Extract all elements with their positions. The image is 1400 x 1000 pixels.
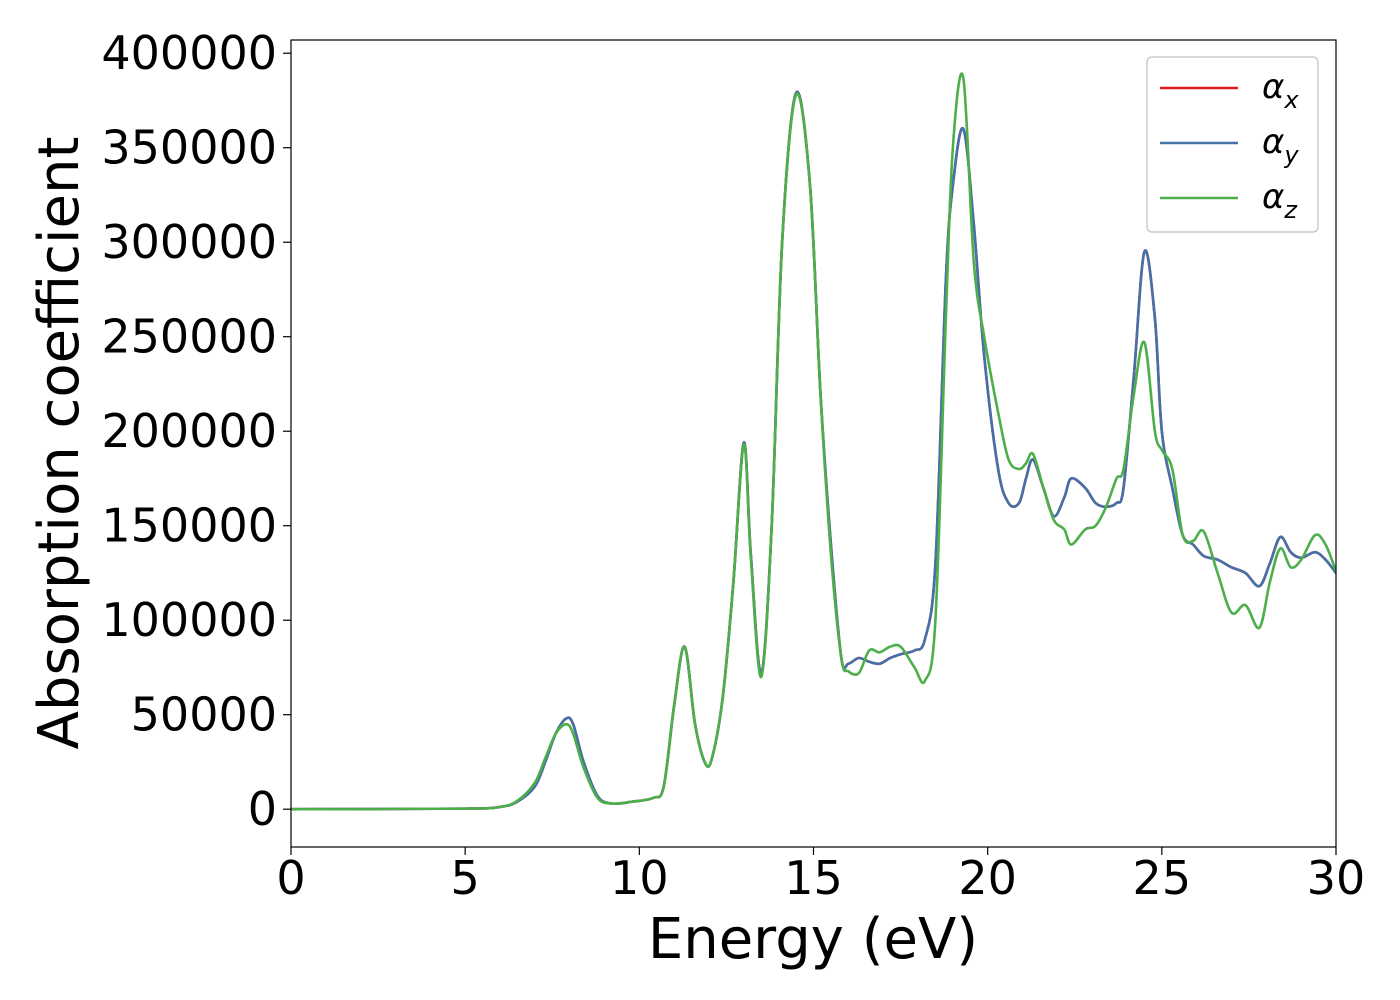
x-axis-ticks: 0 5 10 15 20 25 30	[276, 847, 1365, 905]
x-tick-label: 0	[276, 851, 305, 905]
y-tick-label: 50000	[131, 688, 277, 742]
x-tick-label: 30	[1307, 851, 1366, 905]
y-tick-label: 250000	[101, 310, 277, 364]
x-axis-title: Energy (eV)	[648, 907, 978, 972]
x-tick-label: 20	[958, 851, 1017, 905]
x-tick-label: 5	[451, 851, 480, 905]
y-tick-label: 0	[248, 782, 277, 836]
x-tick-label: 25	[1133, 851, 1192, 905]
y-tick-label: 350000	[101, 121, 277, 175]
series-layer	[291, 72, 1336, 811]
legend-box	[1146, 56, 1319, 233]
x-tick-label: 15	[784, 851, 843, 905]
y-axis-ticks: 0 50000 100000 150000 200000 250000 300000 3500…	[101, 26, 291, 836]
y-tick-label: 200000	[101, 404, 277, 458]
y-axis-title: Absorption coefficient	[27, 137, 92, 750]
x-tick-label: 10	[610, 851, 669, 905]
y-tick-label: 400000	[101, 26, 277, 80]
y-tick-label: 100000	[101, 593, 277, 647]
y-tick-label: 300000	[101, 215, 277, 269]
y-tick-label: 150000	[101, 499, 277, 553]
series-line-alpha-z	[291, 72, 1336, 811]
